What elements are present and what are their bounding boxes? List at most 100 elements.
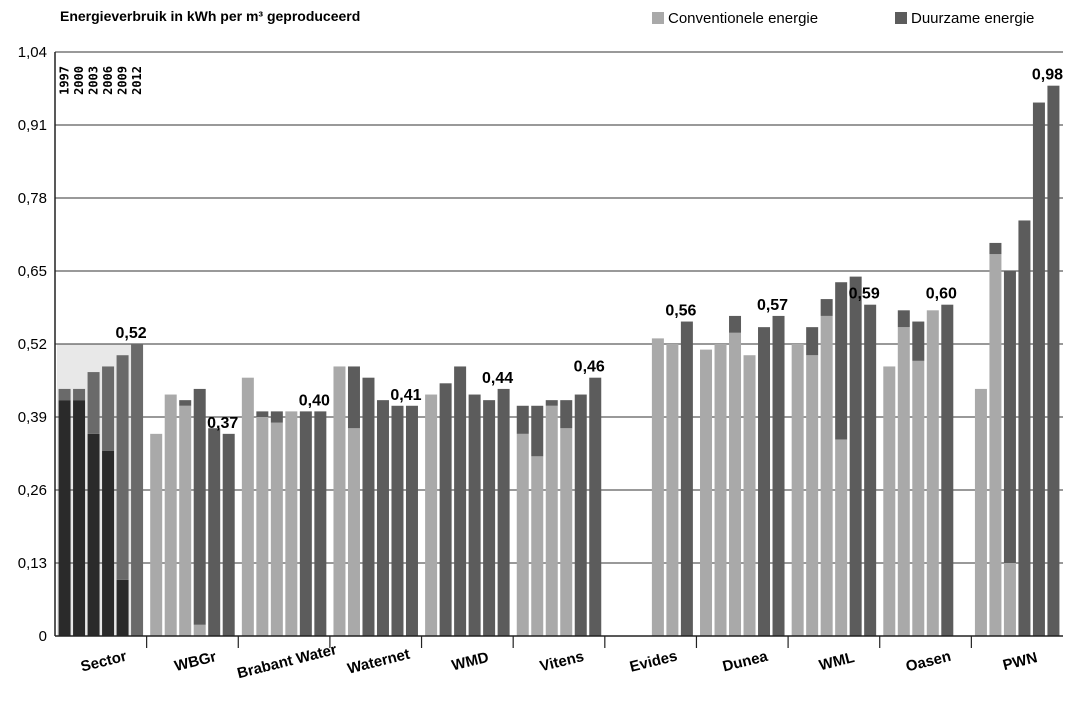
- bar-sustainable: [589, 377, 602, 636]
- bar-conventional: [58, 400, 71, 636]
- y-tick-label: 0,91: [18, 117, 47, 134]
- legend-label-conventional: Conventionele energie: [668, 10, 818, 27]
- bar-sustainable: [102, 366, 115, 451]
- bar-sustainable: [897, 310, 910, 328]
- bar-sustainable: [73, 388, 86, 401]
- bar-value-annotation: 0,44: [482, 370, 513, 387]
- bar-sustainable: [376, 400, 389, 636]
- bar-conventional: [835, 439, 848, 636]
- bar-conventional: [193, 624, 206, 636]
- bar-sustainable: [483, 400, 496, 636]
- year-label: 2012: [130, 66, 144, 95]
- bar-sustainable: [941, 304, 954, 636]
- bar-conventional: [666, 344, 679, 636]
- bar-conventional: [926, 310, 939, 636]
- x-category-label: Oasen: [904, 648, 953, 676]
- bar-sustainable: [87, 372, 100, 434]
- bar-sustainable: [405, 405, 418, 636]
- x-category-label: Brabant Water: [235, 641, 338, 682]
- bars: [58, 85, 1060, 637]
- bar-sustainable: [729, 315, 742, 333]
- x-category-label: Sector: [79, 648, 129, 676]
- bar-value-annotation: 0,41: [390, 387, 421, 404]
- x-category-label: Dunea: [721, 648, 770, 676]
- bar-sustainable: [439, 383, 452, 636]
- bar-conventional: [347, 428, 360, 636]
- bar-sustainable: [806, 327, 819, 356]
- bar-value-annotation: 0,59: [849, 286, 880, 303]
- chart-title: Energieverbruik in kWh per m³ geproducee…: [60, 8, 360, 24]
- bar-value-annotation: 0,52: [115, 325, 146, 342]
- bar-conventional: [974, 388, 987, 636]
- bar-conventional: [164, 394, 177, 636]
- bar-value-annotation: 0,46: [574, 359, 605, 376]
- y-tick-label: 0,65: [18, 263, 47, 280]
- year-label: 1997: [58, 66, 72, 95]
- bar-value-annotation: 0,40: [299, 392, 330, 409]
- bar-sustainable: [179, 400, 192, 406]
- bar-conventional: [256, 417, 269, 636]
- bar-sustainable: [58, 388, 71, 401]
- bar-sustainable: [574, 394, 587, 636]
- x-category-label: WMD: [450, 649, 491, 675]
- y-tick-label: 0,13: [18, 555, 47, 572]
- legend-swatch-conventional: [652, 12, 664, 24]
- gridlines: [55, 51, 1063, 564]
- bar-conventional: [87, 433, 100, 636]
- bar-conventional: [285, 411, 298, 636]
- bar-conventional: [791, 344, 804, 636]
- bar-sustainable: [849, 276, 862, 636]
- bar-conventional: [545, 405, 558, 636]
- bar-conventional: [516, 433, 529, 636]
- x-category-label: Evides: [628, 648, 679, 676]
- bar-conventional: [241, 377, 254, 636]
- bar-sustainable: [864, 304, 877, 636]
- bar-sustainable: [680, 321, 693, 636]
- year-label: 2009: [116, 66, 130, 95]
- bar-conventional: [700, 349, 713, 636]
- bar-sustainable: [1018, 220, 1031, 636]
- bar-sustainable: [391, 405, 404, 636]
- y-tick-label: 0,26: [18, 482, 47, 499]
- bar-value-annotation: 0,60: [926, 286, 957, 303]
- bar-conventional: [102, 450, 115, 636]
- bar-conventional: [897, 327, 910, 636]
- y-tick-label: 0: [39, 628, 47, 645]
- bar-sustainable: [1003, 271, 1016, 563]
- bar-sustainable: [835, 282, 848, 440]
- bar-sustainable: [256, 411, 269, 417]
- y-tick-label: 1,04: [18, 44, 47, 61]
- legend-label-sustainable: Duurzame energie: [911, 10, 1034, 27]
- bar-sustainable: [1032, 102, 1045, 637]
- bar-value-annotation: 0,56: [665, 303, 696, 320]
- bar-sustainable: [299, 411, 312, 636]
- x-category-label: WBGr: [173, 648, 219, 675]
- bar-sustainable: [531, 405, 544, 457]
- year-label: 2003: [87, 66, 101, 95]
- bar-sustainable: [497, 388, 510, 636]
- bar-conventional: [989, 254, 1002, 636]
- axes: [54, 52, 1063, 648]
- bar-conventional: [883, 366, 896, 636]
- bar-conventional: [179, 405, 192, 636]
- bar-sustainable: [270, 411, 283, 423]
- bar-sustainable: [989, 242, 1002, 255]
- bar-conventional: [743, 355, 756, 636]
- bar-conventional: [714, 344, 727, 636]
- bar-conventional: [425, 394, 438, 636]
- bar-conventional: [560, 428, 573, 636]
- x-category-label: WML: [817, 649, 856, 674]
- bar-sustainable: [820, 299, 833, 316]
- bar-conventional: [333, 366, 346, 636]
- bar-sustainable: [772, 315, 785, 636]
- bar-sustainable: [362, 377, 375, 636]
- bar-conventional: [116, 579, 129, 636]
- bar-sustainable: [222, 433, 235, 636]
- bar-conventional: [1003, 563, 1016, 636]
- x-category-label: PWN: [1001, 649, 1039, 674]
- x-category-label: Waternet: [346, 646, 412, 678]
- bar-sustainable: [545, 400, 558, 406]
- y-tick-label: 0,78: [18, 190, 47, 207]
- legend-swatch-sustainable: [895, 12, 907, 24]
